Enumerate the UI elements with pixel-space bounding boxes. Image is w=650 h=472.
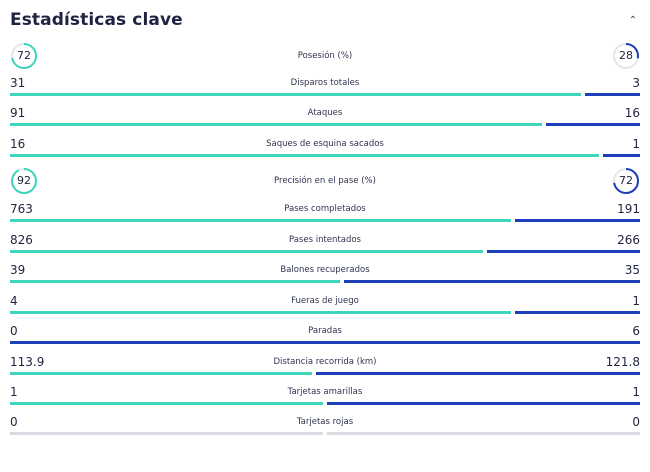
home-bar (10, 432, 323, 435)
comparison-bar (10, 341, 640, 344)
away-value: 121.8 (605, 355, 640, 369)
comparison-bar (10, 123, 640, 126)
home-value: 1 (10, 385, 18, 399)
away-value: 1 (632, 385, 640, 399)
home-bar (10, 311, 511, 314)
away-bar (327, 432, 640, 435)
stat-row: Tarjetas rojas 0 0 (10, 414, 640, 436)
comparison-bar (10, 93, 640, 96)
home-value: 39 (10, 263, 26, 277)
stat-label: Pases completados (284, 204, 366, 214)
key-stats-header: Estadísticas clave ⌃ (10, 0, 640, 40)
comparison-bar (10, 402, 640, 405)
stat-row: Balones recuperados 39 35 (10, 262, 640, 284)
away-value: 16 (624, 106, 640, 120)
stat-label: Tarjetas rojas (296, 417, 354, 427)
away-bar (546, 123, 640, 126)
away-value: 3 (632, 76, 640, 90)
stat-label: Balones recuperados (280, 265, 370, 275)
away-bar (316, 372, 640, 375)
home-value: 0 (10, 415, 18, 429)
stat-row: Disparos totales 31 3 (10, 75, 640, 97)
away-value: 6 (632, 324, 640, 338)
away-bar (327, 402, 640, 405)
ring-chart (613, 168, 639, 194)
stat-row: Saques de esquina sacados 16 1 (10, 136, 640, 158)
comparison-bar (10, 250, 640, 253)
comparison-bar (10, 311, 640, 314)
home-value: 826 (10, 233, 33, 247)
stat-label: Distancia recorrida (km) (273, 357, 377, 367)
home-value: 92 (17, 174, 31, 187)
stat-label: Tarjetas amarillas (287, 387, 363, 397)
home-value: 113.9 (10, 355, 45, 369)
home-bar (10, 93, 581, 96)
comparison-bar (10, 219, 640, 222)
stat-label: Ataques (307, 108, 343, 118)
stat-label: Disparos totales (290, 78, 360, 88)
away-value: 35 (624, 263, 640, 277)
ring-arc (11, 168, 37, 194)
ring-chart (11, 168, 37, 194)
stat-label: Paradas (308, 326, 342, 336)
comparison-bar (10, 432, 640, 435)
home-bar (10, 154, 599, 157)
away-ring: 72 (612, 167, 640, 195)
away-bar (515, 219, 640, 222)
home-value: 4 (10, 294, 18, 308)
ring-arc (613, 43, 639, 69)
home-value: 16 (10, 137, 26, 151)
comparison-bar (10, 280, 640, 283)
away-value: 1 (632, 137, 640, 151)
home-value: 0 (10, 324, 18, 338)
chevron-up-icon[interactable]: ⌃ (628, 15, 638, 26)
away-value: 191 (617, 202, 640, 216)
away-bar (603, 154, 640, 157)
comparison-bar (10, 154, 640, 157)
home-bar (10, 123, 542, 126)
home-value: 31 (10, 76, 26, 90)
home-bar (10, 402, 323, 405)
home-bar (10, 219, 511, 222)
stat-label: Saques de esquina sacados (266, 139, 384, 149)
home-bar (10, 250, 483, 253)
away-bar (344, 280, 640, 283)
stat-label: Fueras de juego (291, 296, 359, 306)
stat-row: Pases completados 763 191 (10, 201, 640, 223)
stat-label: Precisión en el pase (%) (274, 176, 376, 186)
home-value: 763 (10, 202, 33, 216)
away-value: 72 (619, 174, 633, 187)
stat-row: Ataques 91 16 (10, 105, 640, 127)
home-value: 72 (17, 49, 31, 62)
stat-row: Paradas 0 6 (10, 323, 640, 345)
away-ring: 28 (612, 42, 640, 70)
home-ring: 72 (10, 42, 38, 70)
away-bar (10, 341, 640, 344)
ring-chart (11, 43, 37, 69)
away-value: 28 (619, 49, 633, 62)
home-bar (10, 372, 312, 375)
home-ring: 92 (10, 167, 38, 195)
stat-row: Pases intentados 826 266 (10, 232, 640, 254)
stat-row: Precisión en el pase (%) 92 72 (10, 167, 640, 195)
away-value: 0 (632, 415, 640, 429)
away-bar (487, 250, 640, 253)
away-value: 266 (617, 233, 640, 247)
comparison-bar (10, 372, 640, 375)
stat-row: Distancia recorrida (km) 113.9 121.8 (10, 354, 640, 376)
ring-chart (613, 43, 639, 69)
home-value: 91 (10, 106, 26, 120)
ring-arc (11, 43, 37, 69)
home-bar (10, 280, 340, 283)
stat-label: Posesión (%) (297, 51, 353, 61)
stat-row: Tarjetas amarillas 1 1 (10, 384, 640, 406)
away-value: 1 (632, 294, 640, 308)
ring-arc (613, 168, 639, 194)
stat-label: Pases intentados (288, 235, 361, 245)
stat-row: Fueras de juego 4 1 (10, 293, 640, 315)
away-bar (585, 93, 640, 96)
away-bar (515, 311, 640, 314)
stat-row: Posesión (%) 72 28 (10, 42, 640, 70)
section-title: Estadísticas clave (10, 10, 183, 30)
